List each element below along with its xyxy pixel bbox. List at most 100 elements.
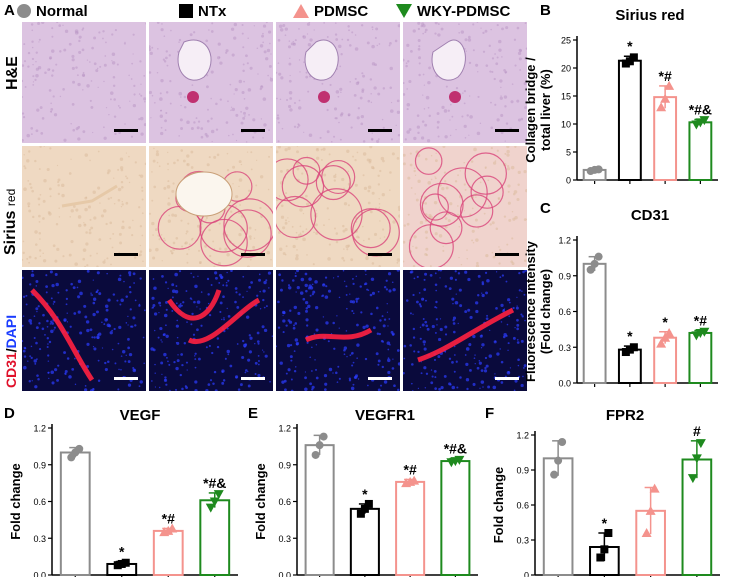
micrograph-he-pdmsc <box>276 22 400 143</box>
row-label-cd31: CD31 <box>3 352 19 388</box>
data-point-2-1 <box>163 525 174 535</box>
data-point-0-0 <box>311 450 320 459</box>
bar-ntx <box>617 59 642 181</box>
data-point-1-2 <box>364 499 373 508</box>
scale-bar <box>241 253 265 256</box>
y-tick-label: 15 <box>561 92 571 102</box>
y-axis-label-line: Fold change <box>253 463 268 540</box>
micrograph-cd31-pdmsc <box>276 270 400 391</box>
micrograph-sirius-wky <box>403 146 527 267</box>
micrograph-cd31-ntx <box>149 270 273 391</box>
panel-letter-e: E <box>248 405 259 422</box>
legend-wky-pdmsc-label: WKY-PDMSC <box>417 2 511 20</box>
data-point-0-0 <box>586 265 595 274</box>
bar-ntx <box>349 507 380 576</box>
data-point-2-1 <box>660 93 671 103</box>
row-label-slash: / <box>3 348 19 353</box>
legend-pdmsc-label: PDMSC <box>314 2 369 20</box>
data-point-0-1 <box>315 441 324 450</box>
scale-bar <box>368 253 392 256</box>
y-tick-label: 5 <box>566 148 571 158</box>
chart-title: CD31 <box>631 207 669 224</box>
bar-pdmsc <box>152 529 184 576</box>
significance-label: *#& <box>203 475 226 491</box>
panel-letter-b: B <box>540 2 551 19</box>
data-point-0-0 <box>550 470 559 479</box>
data-point-2-1 <box>645 505 656 515</box>
y-tick-label: 0.0 <box>558 379 571 389</box>
significance-label: *# <box>659 68 672 84</box>
y-tick-label: 0 <box>566 176 571 186</box>
y-tick-label: 20 <box>561 64 571 74</box>
data-point-2-2 <box>664 327 675 337</box>
micrograph-he-normal <box>22 22 146 143</box>
micrograph-cd31-wky <box>403 270 527 391</box>
scale-bar <box>368 377 392 380</box>
y-tick-label: 0.6 <box>558 307 571 317</box>
micrograph-sirius-ntx <box>149 146 273 267</box>
triangle-down-marker-icon <box>396 4 412 18</box>
data-point-3-2 <box>695 439 706 449</box>
y-tick-label: 0.9 <box>278 460 291 470</box>
data-point-0-2 <box>594 165 603 174</box>
bar-pdmsc <box>653 336 678 384</box>
legend-ntx-label: NTx <box>198 2 227 20</box>
scale-bar <box>495 253 519 256</box>
chart-title: FPR2 <box>606 407 644 424</box>
significance-label: * <box>627 38 633 54</box>
y-tick-label: 1.2 <box>558 236 571 246</box>
chart-title: VEGF <box>120 407 161 424</box>
scale-bar <box>114 129 138 132</box>
micrograph-sirius-normal <box>22 146 146 267</box>
circle-marker-icon <box>17 4 31 18</box>
chart-vegf: VEGF Fold change 0.0 0.3 0.6 0.9 1.2 * *# *#& <box>8 407 238 577</box>
bar-normal <box>304 444 335 577</box>
y-tick-label: 0.6 <box>33 497 46 507</box>
row-label-dapi: DAPI <box>3 314 19 349</box>
legend-normal-label: Normal <box>36 2 88 20</box>
significance-label: * <box>119 544 125 560</box>
y-tick-label: 0.9 <box>33 460 46 470</box>
data-point-3-1 <box>209 497 220 507</box>
data-point-0-1 <box>590 259 599 268</box>
y-tick-label: 0.3 <box>278 534 291 544</box>
significance-label: * <box>602 515 608 531</box>
y-tick-label: 10 <box>561 120 571 130</box>
scale-bar <box>368 129 392 132</box>
panel-letter-f: F <box>485 405 495 422</box>
data-point-3-1 <box>691 454 702 464</box>
y-axis-label-line: total liver (%) <box>538 69 553 151</box>
micrograph-sirius-pdmsc <box>276 146 400 267</box>
data-point-0-2 <box>594 252 603 261</box>
micrograph-cd31-normal <box>22 270 146 391</box>
data-point-1-2 <box>121 558 130 567</box>
data-point-3-2 <box>454 455 465 465</box>
y-tick-label: 0.0 <box>278 571 291 577</box>
significance-label: * <box>627 328 633 344</box>
bar-pdmsc <box>395 480 426 576</box>
data-point-3-2 <box>699 116 710 126</box>
bar-wky-pdmsc <box>440 460 471 577</box>
legend-wky-pdmsc: WKY-PDMSC <box>395 0 510 22</box>
chart-cd31: CD31 Fluorescence intensity (Fold change) 0… <box>523 207 718 389</box>
scale-bar <box>495 377 519 380</box>
significance-label: * <box>662 314 668 330</box>
chart-fpr2: FPR2 Fold change 0 0.3 0.6 0.9 1.2 * # <box>491 407 720 577</box>
significance-label: *#& <box>444 441 467 457</box>
data-point-3-2 <box>699 327 710 337</box>
y-tick-label: 0.3 <box>516 536 529 546</box>
y-tick-label: 0.3 <box>33 534 46 544</box>
row-label-sirius: Sirius red <box>2 189 20 255</box>
legend-normal: Normal <box>16 0 88 22</box>
panel-letter-d: D <box>4 405 15 422</box>
data-point-2-1 <box>660 332 671 342</box>
bar-wky-pdmsc <box>688 331 713 384</box>
data-point-1-1 <box>360 504 369 513</box>
micrograph-he-wky <box>403 22 527 143</box>
data-point-3-0 <box>687 474 698 484</box>
data-point-2-2 <box>409 475 420 485</box>
y-axis-label-line: Fold change <box>8 463 23 540</box>
y-axis-label-line: Collagen bridge / <box>523 57 538 163</box>
significance-label: *# <box>162 510 175 526</box>
chart-title: Sirius red <box>615 7 684 24</box>
